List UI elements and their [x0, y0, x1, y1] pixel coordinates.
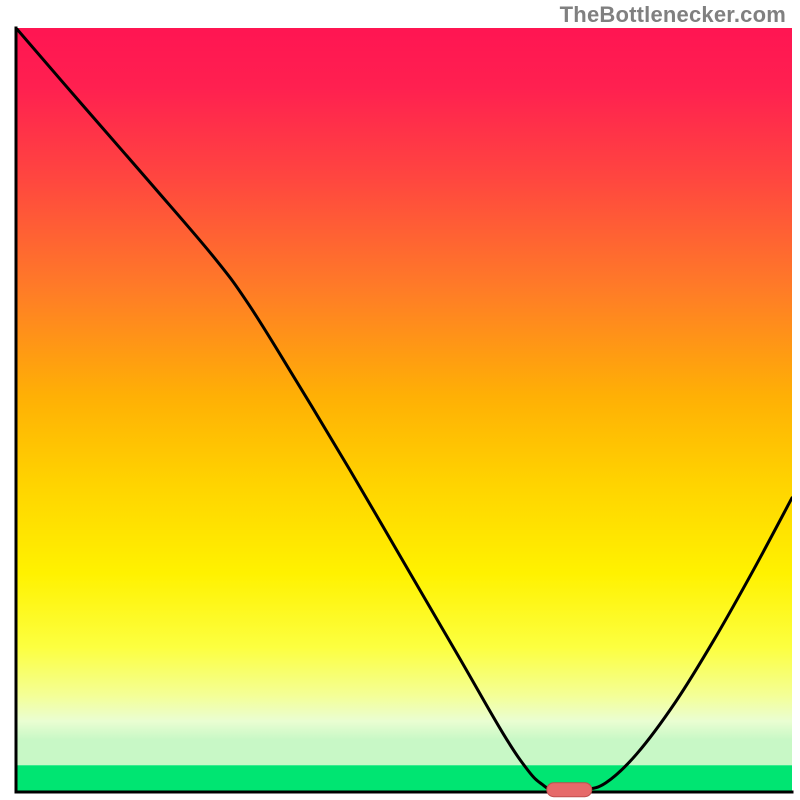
gradient-background [16, 28, 792, 765]
optimal-marker [547, 783, 592, 797]
green-band [16, 765, 792, 792]
plot-svg [0, 0, 800, 800]
figure-container: TheBottlenecker.com [0, 0, 800, 800]
watermark-text: TheBottlenecker.com [560, 2, 786, 28]
